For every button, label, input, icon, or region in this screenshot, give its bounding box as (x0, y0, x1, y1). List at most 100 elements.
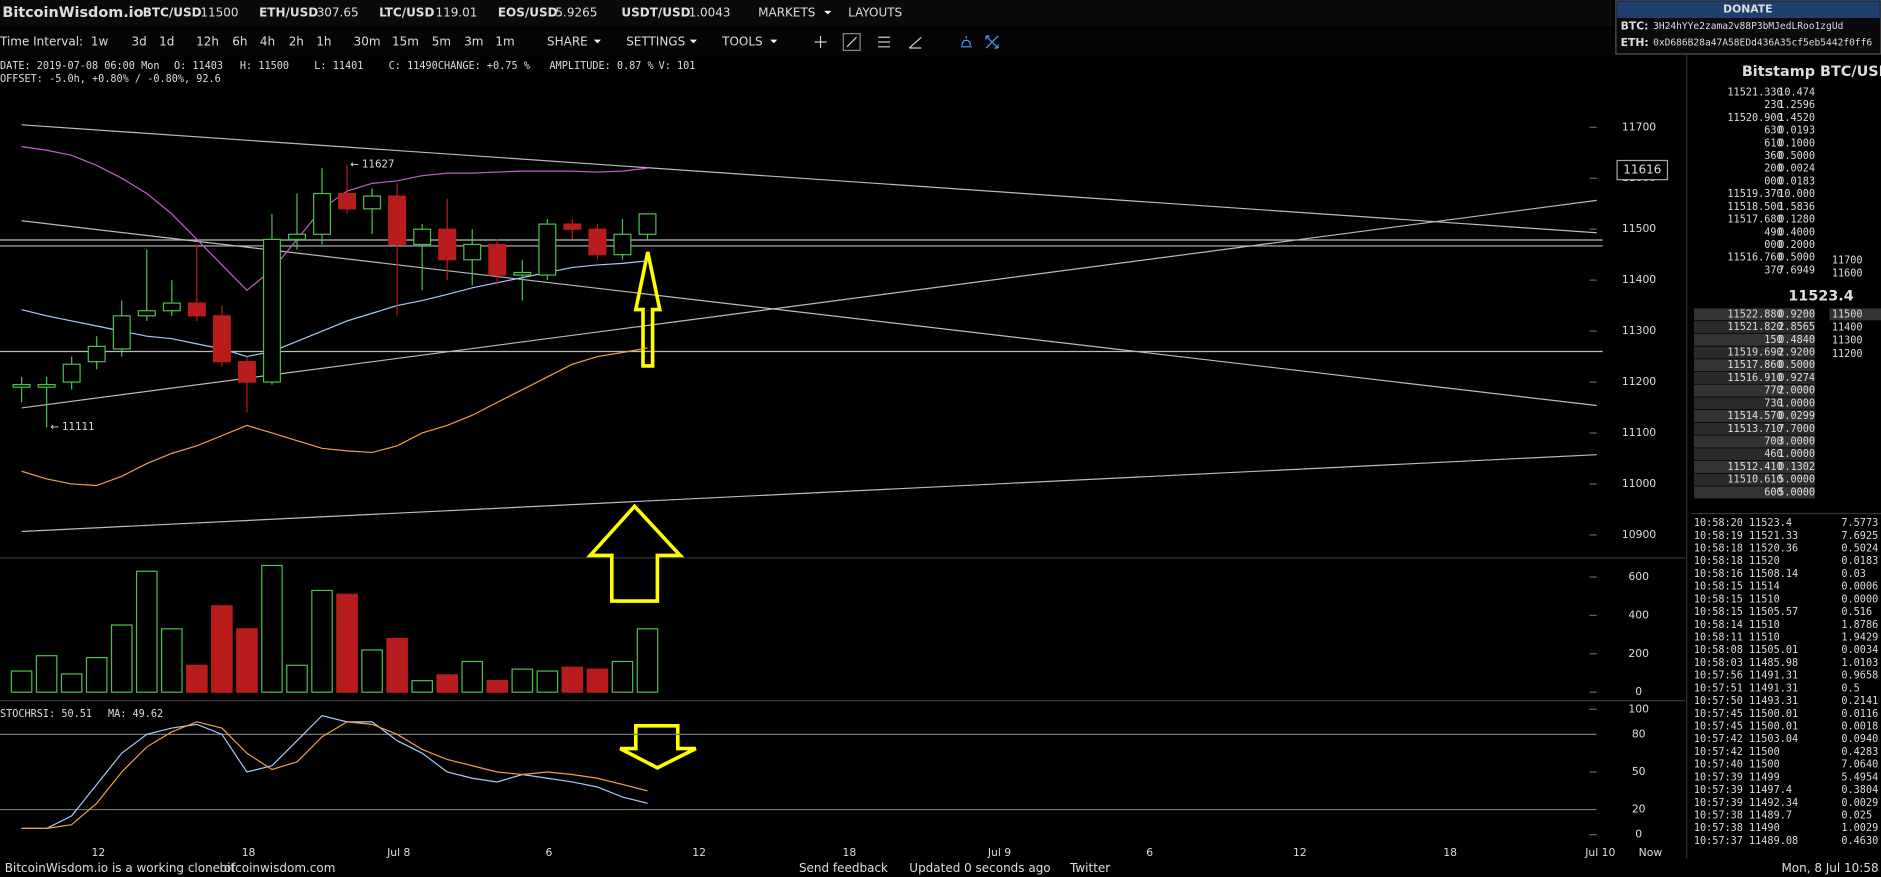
donate-title[interactable]: DONATE (1723, 3, 1772, 16)
interval-button[interactable]: 15m (392, 35, 419, 49)
icon-fullscreen[interactable] (985, 35, 999, 49)
trade-time: 10:57:38 (1694, 811, 1743, 822)
interval-button[interactable]: 1d (159, 35, 174, 49)
trade-time: 10:58:19 (1694, 531, 1743, 542)
candle-body (287, 233, 306, 240)
toolbar-icons[interactable] (814, 33, 999, 52)
trade-amount: 1.8786 (1841, 620, 1878, 631)
toolbar-menu[interactable]: TOOLS (721, 35, 762, 49)
trade-amount: 1.0103 (1841, 658, 1878, 669)
feedback-link[interactable]: Send feedback (799, 861, 888, 875)
trade-amount: 0.5024 (1841, 544, 1878, 555)
interval-button[interactable]: 1w (91, 35, 109, 49)
volume-bar (161, 628, 183, 693)
icon-line-mark[interactable] (846, 36, 857, 48)
x-tick-label: 12 (1293, 846, 1307, 859)
volume-tick-label: 0 (1635, 685, 1642, 698)
footer-link[interactable]: bitcoinwisdom.com (220, 861, 336, 875)
candle-body (137, 310, 156, 317)
ticker-pair[interactable]: BTC/USD (143, 6, 202, 20)
icon-cross[interactable] (814, 36, 827, 49)
icon-fib[interactable] (878, 36, 891, 48)
interval-button[interactable]: 5m (432, 35, 451, 49)
info-field: H: 11500 (240, 61, 289, 72)
interval-button[interactable]: 3m (464, 35, 483, 49)
trade-time: 10:57:39 (1694, 798, 1743, 809)
interval-button[interactable]: 4h (260, 35, 275, 49)
donate-coin: ETH: (1621, 36, 1649, 49)
stochrsi-ma-label: MA: 49.62 (108, 709, 163, 720)
ask-amount: 1.5836 (1778, 202, 1815, 213)
y-tick-label: 11000 (1622, 477, 1656, 490)
y-tick-label: 11400 (1622, 273, 1656, 286)
interval-button[interactable]: 1m (495, 35, 514, 49)
trade-price: 11497.4 (1749, 785, 1792, 796)
bid-amount: 0.9200 (1778, 309, 1815, 320)
bid-price: 700 (1764, 436, 1782, 447)
x-tick-label: Jul 8 (386, 846, 410, 859)
icon-line[interactable] (842, 33, 861, 52)
interval-button[interactable]: 12h (196, 35, 219, 49)
offset: OFFSET: -5.0h, +0.80% / -0.80%, 92.6 (0, 74, 221, 85)
ticker-pair[interactable]: LTC/USD (379, 6, 434, 20)
menu[interactable]: LAYOUTS (848, 6, 902, 20)
interval-button[interactable]: 2h (289, 35, 304, 49)
candle-body (413, 228, 432, 246)
candle-body (488, 243, 507, 276)
volume-bar (236, 628, 258, 693)
info-field: O: 11403 (174, 61, 223, 72)
twitter-link[interactable]: Twitter (1069, 861, 1110, 875)
trade-price: 11510 (1749, 594, 1780, 605)
icon-pen[interactable] (908, 36, 922, 49)
interval-button[interactable]: 6h (232, 35, 247, 49)
trade-time: 10:58:20 (1694, 518, 1743, 529)
interval-button[interactable]: 1h (316, 35, 331, 49)
icon-alert[interactable] (960, 36, 972, 48)
indicator-line (21, 146, 648, 292)
candle-body (588, 228, 607, 256)
bid-price: 11513.710 (1727, 424, 1782, 435)
candle-body (62, 363, 81, 383)
ask-amount: 10.000 (1778, 189, 1815, 200)
bid-row (1693, 308, 1816, 321)
ticker-pair[interactable]: ETH/USD (259, 6, 318, 20)
trade-amount: 7.6925 (1841, 531, 1878, 542)
trade-time: 10:58:15 (1694, 582, 1743, 593)
trade-price: 11520.36 (1749, 544, 1798, 555)
trade-price: 11521.33 (1749, 531, 1798, 542)
trade-amount: 0.0006 (1841, 582, 1878, 593)
trade-amount: 1.9429 (1841, 633, 1878, 644)
trade-time: 10:57:42 (1694, 747, 1743, 758)
candle-body (87, 345, 106, 363)
ticker-pair[interactable]: EOS/USD (498, 6, 558, 20)
interval-label: Time Interval: (0, 35, 83, 49)
toolbar-menu[interactable]: SHARE (547, 35, 588, 49)
volume-tick-label: 400 (1628, 608, 1649, 621)
info-field: DATE: 2019-07-08 06:00 Mon (0, 61, 159, 72)
volume-bar (311, 589, 333, 693)
toolbar-menu[interactable]: SETTINGS (626, 35, 685, 49)
menu[interactable]: MARKETS (758, 6, 815, 20)
interval-button[interactable]: 30m (354, 35, 381, 49)
toolbar (0, 28, 1614, 56)
interval-button[interactable]: 3d (132, 35, 147, 49)
stoch-tick-label: 100 (1628, 702, 1649, 715)
trend-line (21, 220, 1597, 407)
ticker-pair[interactable]: USDT/USD (621, 6, 690, 20)
ask-amount: 0.1000 (1778, 138, 1815, 149)
trade-price: 11510 (1749, 633, 1780, 644)
trade-time: 10:57:51 (1694, 683, 1743, 694)
trade-price: 11508.14 (1749, 569, 1798, 580)
volume-bar (286, 664, 308, 693)
x-tick-label: 18 (842, 846, 856, 859)
top-bar (0, 0, 1614, 27)
trade-amount: 7.0640 (1841, 760, 1878, 771)
candle-body (338, 192, 357, 210)
arrow-up-thin (633, 251, 663, 368)
bid-row (1693, 346, 1816, 359)
ask-price: 370 (1764, 265, 1782, 276)
volume-bar (411, 680, 433, 693)
trade-time: 10:58:18 (1694, 556, 1743, 567)
logo[interactable]: BitcoinWisdom.io (2, 5, 143, 21)
